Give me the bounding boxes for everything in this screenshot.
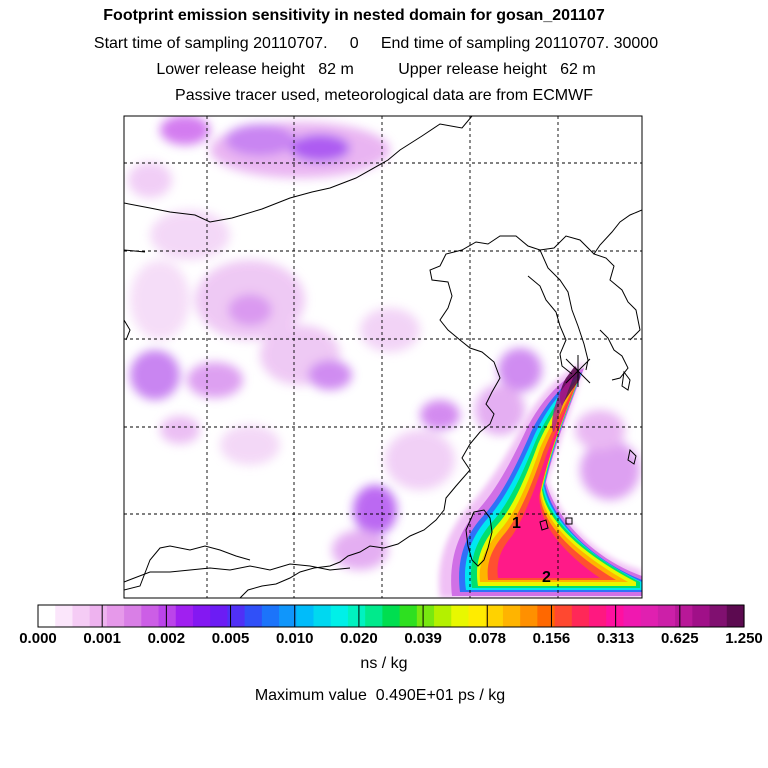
colorbar-swatch: [434, 605, 452, 627]
colorbar-swatch: [279, 605, 297, 627]
colorbar-swatch: [313, 605, 332, 627]
receptor-marker: [565, 355, 591, 387]
colorbar-tick-label: 0.000: [19, 630, 57, 647]
colorbar-swatch: [38, 605, 56, 627]
colorbar-swatch: [106, 605, 125, 627]
coastlines: [124, 116, 642, 598]
plume-label-2: 2: [542, 569, 551, 586]
plot-title: Footprint emission sensitivity in nested…: [103, 7, 605, 24]
colorbar-swatch: [382, 605, 401, 627]
colorbar-swatch: [141, 605, 160, 627]
colorbar-tick-label: 0.078: [468, 630, 506, 647]
colorbar-swatch: [261, 605, 280, 627]
colorbar-swatch: [175, 605, 194, 627]
colorbar-swatch: [675, 605, 693, 627]
colorbar-swatch: [296, 605, 315, 627]
colorbar-swatch: [210, 605, 229, 627]
colorbar-swatch: [520, 605, 538, 627]
colorbar-swatch: [451, 605, 470, 627]
tracer-info-line: Passive tracer used, meteorological data…: [175, 87, 593, 104]
colorbar-swatch: [89, 605, 108, 627]
map-frame: [123, 115, 643, 599]
plume-label-1: 1: [512, 515, 521, 532]
colorbar-swatch: [468, 605, 487, 627]
colorbar-tick-label: 0.010: [276, 630, 314, 647]
colorbar-swatch: [227, 605, 246, 627]
colorbar-swatch: [365, 605, 383, 627]
colorbar-swatch: [502, 605, 521, 627]
colorbar-units: ns / kg: [360, 655, 408, 672]
colorbar-swatch: [192, 605, 211, 627]
colorbar-swatch: [554, 605, 573, 627]
colorbar-swatch: [330, 605, 349, 627]
colorbar-swatch: [571, 605, 590, 627]
colorbar-tick-label: 1.250: [725, 630, 763, 647]
colorbar-swatch: [726, 605, 745, 627]
colorbar-frame: [37, 604, 745, 628]
colorbar-swatch: [244, 605, 263, 627]
colorbar-swatch: [72, 605, 91, 627]
colorbar-swatch: [537, 605, 556, 627]
colorbar-swatch: [347, 605, 366, 627]
colorbar-swatch: [589, 605, 607, 627]
colorbar-tick-label: 0.001: [83, 630, 121, 647]
colorbar-tick-label: 0.313: [597, 630, 635, 647]
colorbar-tick-label: 0.625: [661, 630, 699, 647]
colorbar-swatch: [623, 605, 642, 627]
background-sensitivity-field: [128, 116, 640, 570]
colorbar-swatch: [640, 605, 659, 627]
colorbar-swatch: [158, 605, 177, 627]
colorbar-swatch: [124, 605, 142, 627]
colorbar-swatch: [709, 605, 728, 627]
colorbar-tick-label: 0.005: [212, 630, 250, 647]
emission-plume: [438, 362, 642, 598]
colorbar-swatch: [657, 605, 676, 627]
release-height-line: Lower release height 82 m Upper release …: [156, 61, 596, 78]
colorbar-tick-label: 0.039: [404, 630, 442, 647]
colorbar-swatch: [692, 605, 711, 627]
colorbar-swatch: [55, 605, 74, 627]
colorbar-tick-label: 0.002: [148, 630, 186, 647]
colorbar-swatches: [38, 605, 745, 627]
colorbar-tick-label: 0.156: [533, 630, 571, 647]
colorbar-swatch: [416, 605, 435, 627]
sampling-time-line: Start time of sampling 20110707. 0 End t…: [93, 35, 659, 52]
colorbar-swatch: [485, 605, 504, 627]
maximum-value-line: Maximum value 0.490E+01 ps / kg: [254, 687, 506, 704]
lat-lon-grid: [124, 116, 642, 598]
colorbar-swatch: [399, 605, 418, 627]
colorbar-tick-label: 0.020: [340, 630, 378, 647]
colorbar-tick-labels: 0.000 0.001 0.002 0.005 0.010 0.020 0.039 0.078…: [19, 630, 763, 647]
